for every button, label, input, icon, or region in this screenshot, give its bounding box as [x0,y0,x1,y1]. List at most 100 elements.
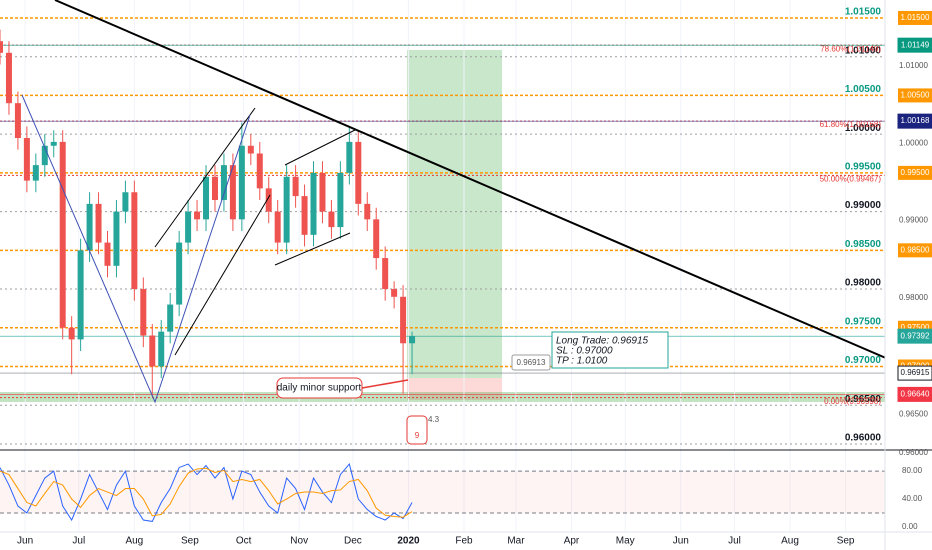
candle-body [391,289,398,297]
x-tick-label: Nov [290,536,308,547]
fib-label: 78.60%(1.01149) [820,44,881,53]
trade-box [551,331,669,369]
event-label: 4.3 [428,415,440,424]
candle-body [140,289,147,336]
wave-line [21,94,251,404]
oscillator-line [0,463,413,522]
candle-body [149,335,156,367]
candle-body [68,327,75,340]
fib-label: 61.80%(1.00168) [820,120,882,129]
trade-text: TP : 1.0100 [556,356,608,367]
trade-text: Long Trade: 0.96915 [556,336,649,347]
x-tick-label: May [616,536,635,547]
candle-body [301,196,308,235]
price-tag [897,37,932,53]
y-tick-label: 0.99000 [899,216,928,225]
level-label: 0.98500 [845,239,882,250]
level-label: 0.99500 [845,162,882,173]
candle-body [256,153,263,189]
candle-body [185,211,192,243]
x-tick-label: Mar [507,536,525,547]
event-label: 9 [415,431,420,440]
candle-body [220,165,227,200]
oscillator-tick-label: 80.00 [902,466,923,475]
level-label: 1.00500 [845,84,882,95]
profit-zone [407,50,502,378]
level-tag-label: 1.01500 [901,13,930,22]
drawings-layer: daily minor support 0.96913 Long Trade: … [21,0,896,445]
channel-line [274,232,351,266]
oscillator-line [0,467,413,518]
fib-label: 0.00%(0.96598) [824,397,881,406]
candle-body [274,211,281,243]
x-tick-label: Apr [564,536,580,547]
trend-line [54,0,896,363]
candle-body [400,296,407,344]
candle-body [113,211,120,266]
channel-line [174,194,271,356]
x-tick-label: Oct [236,536,252,547]
event-icon [406,415,428,445]
y-tick-label: 0.96500 [845,394,882,405]
y-tick-label: 0.96000 [899,448,928,457]
trade-text: SL : 0.97000 [556,346,613,357]
candle-body [23,138,30,181]
candle-body [158,331,165,367]
channel-line [154,107,256,248]
support-band [0,392,885,402]
candle-body [355,141,362,204]
candle-body [310,172,317,235]
candle-body [77,250,84,340]
x-tick-label: Feb [455,536,473,547]
x-tick-label: Jul [728,536,741,547]
oscillator-band [0,471,885,514]
y-tick-label: 1.00000 [899,138,928,147]
price-tag-label: 1.00168 [901,116,930,125]
candle-body [122,192,129,212]
candle-body [283,176,290,243]
price-tag-label: 0.96640 [901,389,930,398]
x-tick-label: Aug [781,536,799,547]
candle-body [59,141,66,328]
background-layer [0,50,885,402]
fib-label: 50.00%(0.99467) [820,175,882,184]
price-tag-label: 0.96915 [901,368,930,377]
channel-line [284,129,356,166]
x-tick-label: Aug [125,536,143,547]
y-tick-label: 1.00000 [845,123,882,134]
candle-body [104,242,111,266]
candle-body [265,188,272,212]
x-tick-label: Jun [17,536,33,547]
level-tag-label: 1.00500 [901,91,930,100]
callout-box [276,377,363,399]
price-label-box [511,354,551,371]
candle-body [364,203,371,220]
candle-body [319,172,326,212]
level-tag [898,165,932,180]
candle-body [229,165,236,220]
levels-layer: 1.01000 1.00000 0.99000 0.98000 0.96500 0.960… [0,7,885,444]
candle-body [95,203,102,243]
candle-body [337,172,344,228]
candle-body [292,176,299,197]
candle-body [382,258,389,290]
candle-body [131,192,138,290]
oscillator-tick-label: 0.00 [902,522,918,531]
candle-body [32,165,39,181]
level-tag-label: 0.98500 [901,245,930,254]
level-label: 0.97500 [845,316,882,327]
y-tick-label: 1.01000 [899,61,928,70]
x-tick-label: Sep [181,536,199,547]
y-tick-label: 0.96500 [899,409,928,418]
candle-body [194,211,201,220]
price-tag [897,386,932,402]
candle-body [328,211,335,228]
candle-body [14,103,21,139]
candle-body [0,41,3,53]
y-tick-label: 0.96000 [845,433,882,444]
candle-body [167,304,174,332]
level-label: 1.01500 [845,7,882,18]
y-tick-label: 0.98000 [845,278,882,289]
candle-body [346,141,353,173]
